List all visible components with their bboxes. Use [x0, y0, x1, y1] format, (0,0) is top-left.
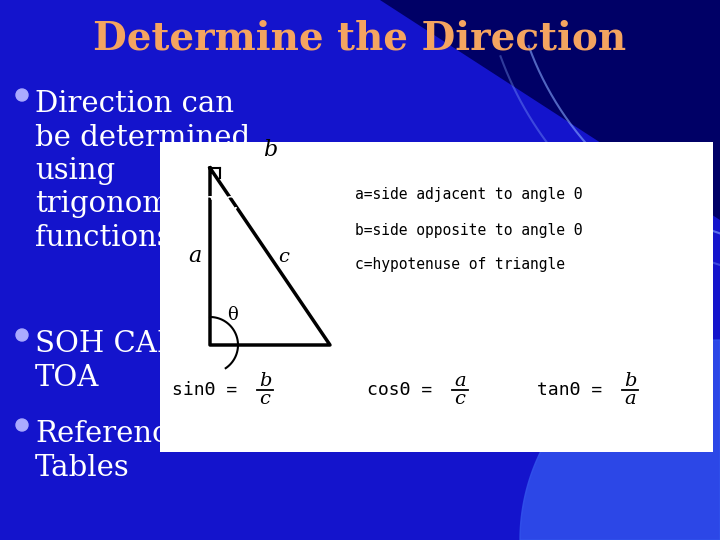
Text: b=side opposite to angle Θ: b=side opposite to angle Θ: [355, 222, 582, 238]
Text: cosΘ =: cosΘ =: [366, 381, 432, 399]
Text: Direction can
be determined
using
trigonometric
functions: Direction can be determined using trigon…: [35, 90, 250, 252]
Text: c: c: [454, 390, 465, 408]
Text: θ: θ: [227, 306, 238, 324]
Text: c=hypotenuse of triangle: c=hypotenuse of triangle: [355, 258, 565, 273]
Polygon shape: [520, 340, 720, 540]
Text: Determine the Direction: Determine the Direction: [94, 19, 626, 57]
Text: b: b: [624, 372, 636, 390]
Text: c: c: [278, 247, 289, 266]
Text: a=side adjacent to angle Θ: a=side adjacent to angle Θ: [355, 187, 582, 202]
Circle shape: [16, 89, 28, 101]
Text: sinΘ =: sinΘ =: [172, 381, 237, 399]
Text: b: b: [258, 372, 271, 390]
Text: b: b: [263, 139, 277, 161]
Bar: [160, 142, 713, 452]
Polygon shape: [380, 0, 720, 220]
Text: a: a: [189, 246, 202, 267]
Circle shape: [16, 329, 28, 341]
Circle shape: [16, 419, 28, 431]
Text: tanΘ =: tanΘ =: [536, 381, 602, 399]
Text: SOH CAH
TOA: SOH CAH TOA: [35, 330, 182, 392]
Text: a: a: [454, 372, 466, 390]
Text: c: c: [260, 390, 271, 408]
Text: Reference
Tables: Reference Tables: [35, 420, 186, 482]
Text: a: a: [624, 390, 636, 408]
